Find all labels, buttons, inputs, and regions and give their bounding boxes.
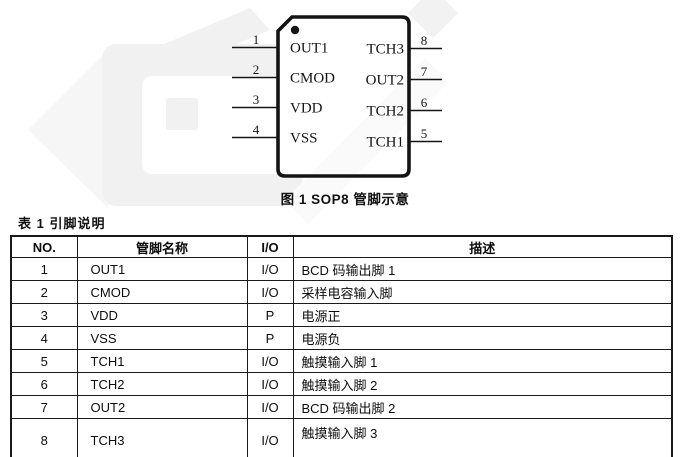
column-header-desc: 描述 bbox=[292, 235, 673, 258]
table-row: 4 VSS P 电源负 bbox=[10, 326, 673, 350]
table-row: 8 TCH3 I/O 触摸输入脚 3 bbox=[10, 418, 673, 457]
cell-pin-io: I/O bbox=[246, 280, 294, 304]
cell-pin-io: I/O bbox=[246, 349, 294, 373]
pin-name-label: OUT1 bbox=[290, 41, 328, 57]
cell-pin-name: CMOD bbox=[76, 280, 248, 304]
cell-pin-io: P bbox=[246, 303, 294, 327]
cell-pin-desc: 触摸输入脚 2 bbox=[292, 372, 673, 396]
cell-pin-name: OUT2 bbox=[76, 395, 248, 419]
cell-pin-io: P bbox=[246, 326, 294, 350]
pin-number: 5 bbox=[421, 126, 428, 141]
watermark-logo bbox=[28, 0, 458, 208]
figure-caption: 图 1 SOP8 管脚示意 bbox=[281, 191, 410, 207]
table-row: 3 VDD P 电源正 bbox=[10, 303, 673, 327]
pin-name-label: TCH3 bbox=[367, 42, 405, 58]
pin-number: 7 bbox=[421, 64, 428, 79]
cell-pin-name: OUT1 bbox=[76, 257, 248, 281]
pin1-indicator-dot bbox=[290, 25, 300, 35]
cell-pin-no: 3 bbox=[10, 303, 78, 327]
cell-pin-name: TCH1 bbox=[76, 349, 248, 373]
cell-pin-desc: 电源负 bbox=[292, 326, 673, 350]
cell-pin-io: I/O bbox=[246, 418, 294, 457]
sop8-pinout-figure: 1 2 3 4 8 7 6 5 OUT1 CMOD VDD VSS TCH3 O… bbox=[28, 0, 458, 208]
cell-pin-no: 2 bbox=[10, 280, 78, 304]
table-row: 6 TCH2 I/O 触摸输入脚 2 bbox=[10, 372, 673, 396]
cell-pin-name: TCH3 bbox=[76, 418, 248, 457]
cell-pin-io: I/O bbox=[246, 372, 294, 396]
column-header-no: NO. bbox=[10, 235, 78, 258]
cell-pin-no: 5 bbox=[10, 349, 78, 373]
cell-pin-name: VSS bbox=[76, 326, 248, 350]
chip-outline bbox=[276, 15, 411, 178]
right-pin-leads bbox=[410, 47, 442, 143]
pin-number: 6 bbox=[421, 95, 428, 110]
table-header-row: NO. 管脚名称 I/O 描述 bbox=[10, 235, 673, 258]
cell-pin-no: 1 bbox=[10, 257, 78, 281]
pin-description-table: NO. 管脚名称 I/O 描述 1 OUT1 I/O BCD 码输出脚 1 2 … bbox=[10, 235, 673, 457]
pin-name-label: TCH1 bbox=[367, 135, 405, 151]
cell-pin-io: I/O bbox=[246, 257, 294, 281]
cell-pin-desc: 采样电容输入脚 bbox=[292, 280, 673, 304]
pin-number: 1 bbox=[253, 32, 260, 47]
pin-name-label: VSS bbox=[290, 131, 318, 147]
table-row: 1 OUT1 I/O BCD 码输出脚 1 bbox=[10, 257, 673, 281]
table-row: 2 CMOD I/O 采样电容输入脚 bbox=[10, 280, 673, 304]
watermark-center-block bbox=[166, 98, 198, 130]
pin-name-label: VDD bbox=[290, 101, 323, 117]
cell-pin-no: 6 bbox=[10, 372, 78, 396]
pin-name-label: OUT2 bbox=[366, 73, 404, 89]
cell-pin-no: 7 bbox=[10, 395, 78, 419]
cell-pin-name: TCH2 bbox=[76, 372, 248, 396]
pin-name-label: CMOD bbox=[290, 71, 335, 87]
table-title: 表 1 引脚说明 bbox=[18, 216, 106, 231]
cell-pin-desc: 电源正 bbox=[292, 303, 673, 327]
cell-pin-desc: BCD 码输出脚 1 bbox=[292, 257, 673, 281]
pin-number: 4 bbox=[253, 122, 260, 137]
pin-number: 8 bbox=[421, 33, 428, 48]
table-row: 5 TCH1 I/O 触摸输入脚 1 bbox=[10, 349, 673, 373]
cell-pin-desc: BCD 码输出脚 2 bbox=[292, 395, 673, 419]
watermark-diamond bbox=[408, 0, 458, 38]
cell-pin-desc: 触摸输入脚 1 bbox=[292, 349, 673, 373]
pin-number: 3 bbox=[253, 92, 260, 107]
column-header-io: I/O bbox=[246, 235, 294, 258]
cell-pin-no: 8 bbox=[10, 418, 78, 457]
cell-pin-desc: 触摸输入脚 3 bbox=[292, 418, 673, 457]
watermark-triangle bbox=[28, 50, 108, 208]
cell-pin-io: I/O bbox=[246, 395, 294, 419]
column-header-name: 管脚名称 bbox=[76, 235, 248, 258]
table-row: 7 OUT2 I/O BCD 码输出脚 2 bbox=[10, 395, 673, 419]
cell-pin-name: VDD bbox=[76, 303, 248, 327]
pin-number: 2 bbox=[253, 62, 260, 77]
left-pin-leads bbox=[232, 46, 278, 139]
pin-name-label: TCH2 bbox=[367, 104, 405, 120]
cell-pin-no: 4 bbox=[10, 326, 78, 350]
